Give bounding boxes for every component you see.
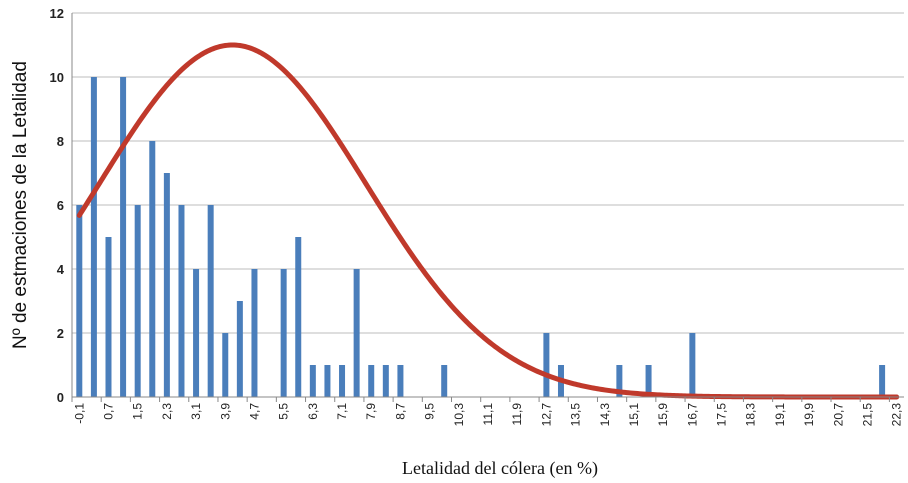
bar [178,205,185,397]
x-tick-label: 16,7 [685,403,699,427]
bar [280,269,287,397]
bar [324,365,331,397]
y-axis-ticks: 0 2 4 6 8 10 12 [50,6,65,405]
x-tick-label: 8,7 [393,403,407,420]
x-tick-label: 20,7 [831,403,845,427]
x-tick-label: 19,1 [773,403,787,427]
x-tick-label: 6,3 [306,403,320,420]
bar [397,365,404,397]
x-tick-label: 1,5 [131,403,145,420]
y-tick-label: 4 [57,262,65,277]
x-tick-label: 18,3 [744,403,758,427]
x-tick-label: -0,1 [72,403,86,424]
bar [222,333,229,397]
x-tick-label: 13,5 [569,403,583,427]
bar [251,269,258,397]
x-tick-label: 22,3 [890,403,904,427]
bar [90,77,97,397]
y-tick-label: 8 [57,134,64,149]
x-tick-label: 7,9 [364,403,378,420]
x-tick-label: 15,9 [656,403,670,427]
bar [441,365,448,397]
bar [353,269,360,397]
x-tick-label: 15,1 [627,403,641,427]
x-tick-label: 11,9 [510,403,524,426]
x-tick-label: 17,5 [715,403,729,427]
bar [134,205,141,397]
x-tick-label: 10,3 [452,403,466,427]
bar [207,205,214,397]
bar [105,237,112,397]
x-tick-label: 4,7 [247,403,261,420]
bar [149,141,156,397]
x-tick-label: 11,1 [481,403,495,426]
y-tick-label: 6 [57,198,64,213]
x-tick-label: 7,1 [335,403,349,420]
x-axis-label: Letalidad del cólera (en %) [402,458,598,479]
bar [295,237,302,397]
y-axis-label: Nº de estmaciones de la Letalidad [10,61,31,349]
x-tick-label: 14,3 [598,403,612,427]
bar [879,365,886,397]
x-tick-label: 3,1 [189,403,203,420]
x-tick-label: 2,3 [160,403,174,420]
bar [382,365,389,397]
x-tick-label: 9,5 [423,403,437,420]
bar [368,365,375,397]
bar [236,301,243,397]
x-axis-ticks: -0,1 0,7 1,5 2,3 3,1 3,9 4,7 5,5 6,3 7,1 7,9 8,7 9,5… [71,397,904,427]
fitted-curve [76,42,900,400]
bars [76,77,886,397]
y-tick-label: 0 [57,390,64,405]
fitted-curve-group [76,42,900,400]
y-tick-label: 10 [50,70,64,85]
bar [689,333,696,397]
x-tick-label: 3,9 [218,403,232,420]
x-tick-label: 19,9 [802,403,816,427]
bar [645,365,652,397]
x-tick-label: 0,7 [101,403,115,420]
bar [543,333,550,397]
bar [193,269,200,397]
bar [163,173,170,397]
x-tick-label: 21,5 [861,403,875,427]
bar [120,77,127,397]
y-tick-label: 2 [57,326,64,341]
bar [76,205,83,397]
y-tick-label: 12 [50,6,64,21]
x-tick-label: 12,7 [539,403,553,427]
x-tick-label: 5,5 [277,403,291,420]
bar [616,365,623,397]
bar [309,365,316,397]
bar [339,365,346,397]
